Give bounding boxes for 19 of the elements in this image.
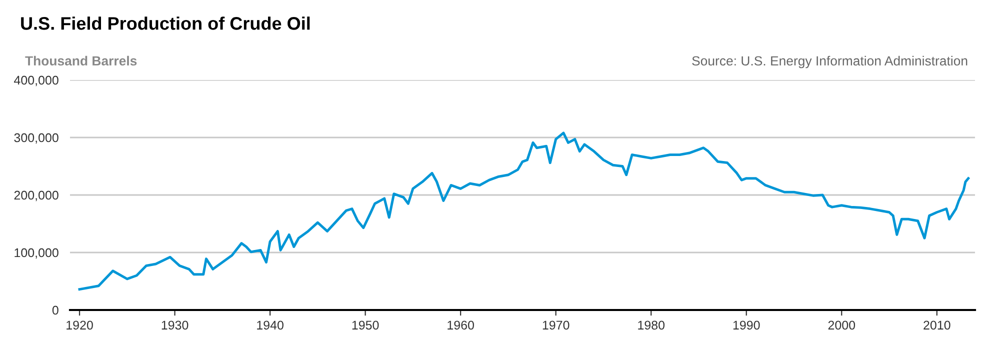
y-axis-title: Thousand Barrels — [25, 56, 137, 66]
x-tick-label: 1970 — [542, 320, 570, 330]
x-tick-label: 1960 — [448, 320, 474, 330]
y-tick-label: 300,000 — [14, 133, 58, 144]
y-tick-label: 100,000 — [14, 248, 58, 259]
y-tick-label: 400,000 — [14, 76, 58, 86]
x-tick-label: 1990 — [733, 320, 760, 330]
x-tick-label: 2010 — [924, 320, 950, 330]
source-note: Source: U.S. Energy Information Administration — [692, 56, 968, 68]
chart-title: U.S. Field Production of Crude Oil — [21, 16, 310, 30]
x-tick-label: 1920 — [66, 320, 93, 330]
line-series — [78, 132, 970, 291]
x-tick-label: 2000 — [828, 320, 856, 330]
x-tick-label: 1980 — [638, 320, 665, 330]
x-tick-label: 1950 — [352, 320, 379, 330]
y-tick-label: 200,000 — [14, 190, 58, 202]
x-tick-label: 1930 — [162, 320, 188, 330]
y-tick-label: 0 — [52, 306, 58, 315]
x-tick-label: 1940 — [257, 320, 284, 330]
